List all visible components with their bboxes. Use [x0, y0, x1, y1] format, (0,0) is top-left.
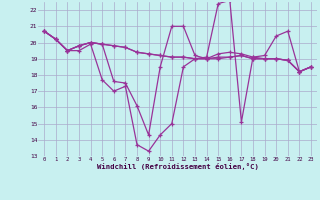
X-axis label: Windchill (Refroidissement éolien,°C): Windchill (Refroidissement éolien,°C) [97, 164, 259, 170]
